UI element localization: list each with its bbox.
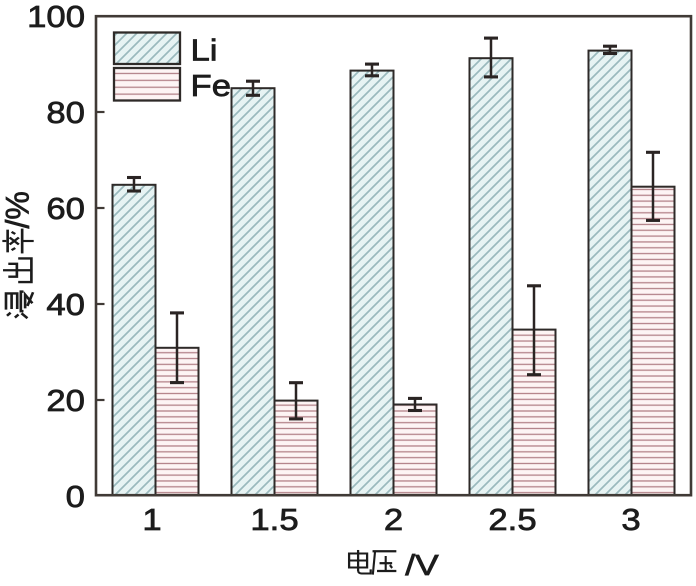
svg-text:2: 2: [384, 502, 403, 537]
svg-text:40: 40: [46, 287, 85, 322]
svg-text:1.5: 1.5: [250, 502, 298, 537]
svg-text:/%: /%: [0, 191, 36, 228]
svg-text:3: 3: [621, 502, 640, 537]
svg-text:Li: Li: [191, 32, 218, 67]
svg-text:1: 1: [142, 502, 161, 537]
svg-text:Fe: Fe: [191, 68, 232, 103]
svg-text:2.5: 2.5: [488, 502, 536, 537]
svg-text:20: 20: [46, 383, 85, 418]
svg-text:100: 100: [27, 0, 85, 33]
svg-text:80: 80: [46, 95, 85, 130]
svg-text:60: 60: [46, 191, 85, 226]
svg-text:0: 0: [66, 479, 85, 514]
svg-text:/V: /V: [405, 549, 439, 581]
